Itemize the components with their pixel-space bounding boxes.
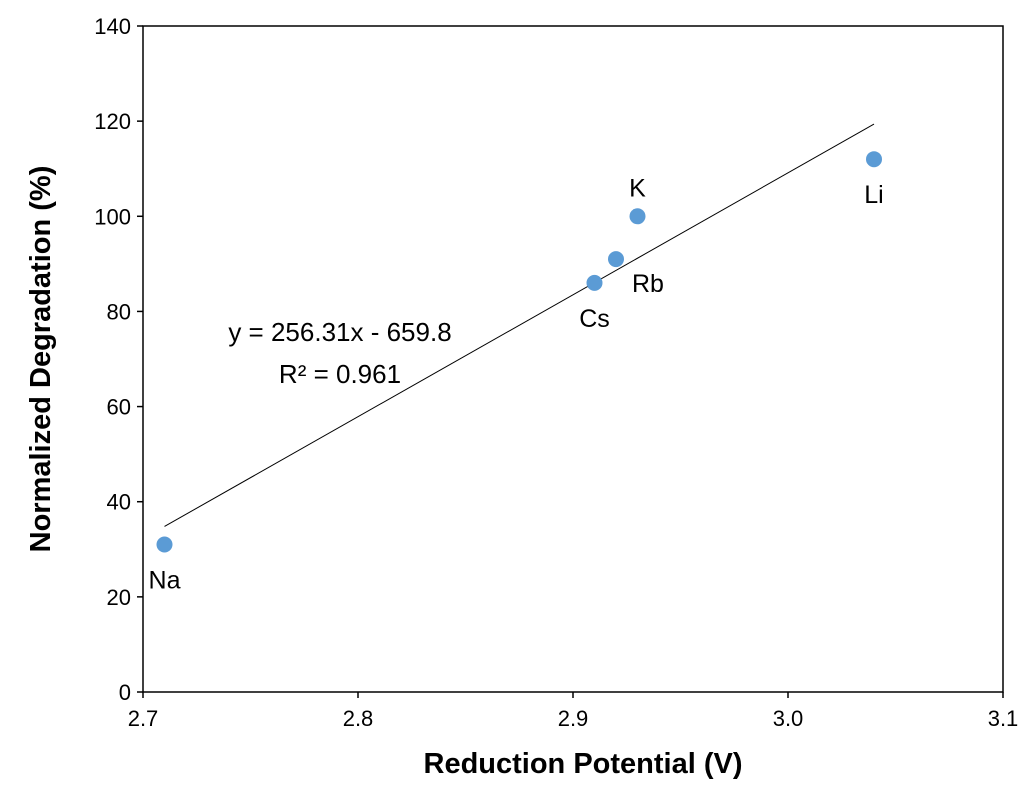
trendline-r-squared: R² = 0.961 xyxy=(279,359,401,389)
plot-frame xyxy=(142,25,1004,693)
y-tick-label: 60 xyxy=(107,395,131,420)
x-tick-label: 2.9 xyxy=(558,706,589,731)
data-point-k xyxy=(629,208,646,225)
data-point-li xyxy=(866,151,882,168)
x-tick-label: 2.7 xyxy=(128,706,159,731)
data-point-rb xyxy=(608,251,624,268)
x-axis-title: Reduction Potential (V) xyxy=(424,748,743,780)
y-tick-label: 20 xyxy=(107,585,131,610)
point-labels: Na Cs Rb K Li xyxy=(149,174,884,594)
x-axis-ticks: 2.7 2.8 2.9 3.0 3.1 xyxy=(128,692,1019,731)
point-label-li: Li xyxy=(864,181,883,209)
x-tick-label: 3.0 xyxy=(773,706,804,731)
plot-border xyxy=(142,25,1004,693)
y-axis-title: Normalized Degradation (%) xyxy=(25,166,57,553)
data-point-cs xyxy=(586,274,603,291)
x-tick-label: 3.1 xyxy=(988,706,1019,731)
trendline-layer xyxy=(164,123,875,527)
trendline-equation: y = 256.31x - 659.8 xyxy=(228,317,451,347)
y-tick-label: 120 xyxy=(94,109,131,134)
point-label-k: K xyxy=(629,174,646,202)
data-points xyxy=(156,151,882,553)
x-tick-label: 2.8 xyxy=(343,706,374,731)
point-label-na: Na xyxy=(149,567,181,595)
point-label-rb: Rb xyxy=(632,270,664,298)
point-label-cs: Cs xyxy=(579,305,610,333)
data-point-na xyxy=(156,536,173,553)
y-axis-ticks: 0 20 40 60 80 100 120 140 xyxy=(94,14,143,705)
y-tick-label: 140 xyxy=(94,14,131,39)
y-tick-label: 40 xyxy=(107,490,131,515)
y-tick-label: 0 xyxy=(119,680,131,705)
y-tick-label: 80 xyxy=(107,299,131,324)
linear-trendline xyxy=(164,123,875,527)
y-tick-label: 100 xyxy=(94,204,131,229)
